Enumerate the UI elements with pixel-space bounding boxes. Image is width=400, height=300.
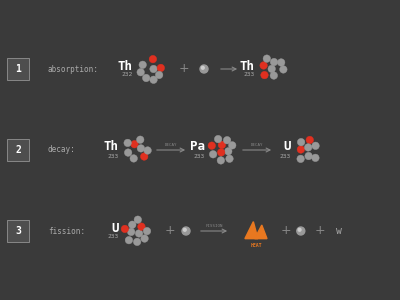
Circle shape — [149, 56, 157, 63]
Circle shape — [157, 64, 164, 72]
Circle shape — [223, 136, 231, 144]
Circle shape — [270, 72, 278, 79]
Circle shape — [142, 74, 150, 82]
Circle shape — [143, 227, 151, 235]
Circle shape — [125, 236, 133, 244]
Text: 232: 232 — [122, 73, 133, 77]
Circle shape — [297, 155, 304, 163]
Circle shape — [304, 144, 312, 151]
Circle shape — [218, 141, 226, 149]
Circle shape — [137, 145, 145, 152]
Text: +: + — [179, 62, 189, 76]
Circle shape — [297, 227, 305, 235]
Circle shape — [261, 71, 268, 79]
Circle shape — [138, 223, 145, 230]
Text: 233: 233 — [244, 73, 255, 77]
Text: HEAT: HEAT — [251, 243, 262, 248]
Circle shape — [209, 151, 217, 158]
Text: decay:: decay: — [48, 146, 76, 154]
FancyBboxPatch shape — [7, 58, 29, 80]
Circle shape — [144, 147, 151, 154]
Circle shape — [297, 138, 305, 146]
Circle shape — [217, 157, 225, 164]
Circle shape — [121, 225, 129, 233]
Circle shape — [312, 154, 319, 162]
Text: DECAY: DECAY — [165, 143, 177, 147]
Circle shape — [297, 146, 305, 153]
Text: +: + — [281, 224, 291, 238]
Circle shape — [134, 216, 142, 224]
Text: Th: Th — [240, 59, 255, 73]
Circle shape — [139, 61, 146, 69]
Circle shape — [298, 228, 301, 231]
Text: +: + — [315, 224, 325, 238]
Text: Th: Th — [118, 59, 133, 73]
Circle shape — [306, 136, 314, 144]
Text: 3: 3 — [15, 226, 21, 236]
Circle shape — [280, 66, 287, 73]
Circle shape — [214, 135, 222, 143]
Circle shape — [124, 149, 132, 156]
Circle shape — [150, 76, 157, 83]
Text: fission:: fission: — [48, 226, 85, 236]
Text: Pa: Pa — [190, 140, 205, 154]
Text: FISSION: FISSION — [205, 224, 223, 228]
FancyBboxPatch shape — [7, 139, 29, 161]
Circle shape — [135, 230, 143, 237]
Circle shape — [140, 153, 148, 160]
Circle shape — [182, 227, 190, 235]
Circle shape — [224, 148, 232, 155]
Text: 2: 2 — [15, 145, 21, 155]
Circle shape — [202, 66, 204, 69]
Circle shape — [270, 58, 278, 66]
Polygon shape — [255, 225, 267, 239]
Circle shape — [130, 155, 138, 162]
Circle shape — [141, 235, 148, 242]
Circle shape — [133, 238, 141, 246]
Circle shape — [128, 221, 136, 229]
Circle shape — [260, 62, 267, 69]
Text: DECAY: DECAY — [251, 143, 263, 147]
Text: w: w — [336, 226, 342, 236]
Circle shape — [312, 142, 319, 150]
Circle shape — [208, 142, 216, 149]
Text: U: U — [112, 221, 119, 235]
Circle shape — [155, 71, 163, 79]
Circle shape — [218, 148, 225, 156]
FancyBboxPatch shape — [7, 220, 29, 242]
Text: U: U — [284, 140, 291, 154]
Text: 233: 233 — [280, 154, 291, 158]
Text: 1: 1 — [15, 64, 21, 74]
Circle shape — [183, 228, 186, 231]
Circle shape — [305, 152, 312, 160]
Circle shape — [137, 68, 144, 76]
Circle shape — [268, 65, 276, 73]
Circle shape — [228, 142, 236, 149]
Text: 233: 233 — [108, 235, 119, 239]
Text: 233: 233 — [194, 154, 205, 158]
Circle shape — [278, 59, 285, 66]
Text: 233: 233 — [108, 154, 119, 158]
Circle shape — [131, 140, 138, 148]
Circle shape — [124, 139, 131, 147]
Text: +: + — [165, 224, 175, 238]
Text: absorption:: absorption: — [48, 64, 99, 74]
Circle shape — [263, 55, 270, 62]
Circle shape — [226, 155, 233, 163]
Polygon shape — [245, 222, 258, 239]
Circle shape — [128, 228, 135, 236]
Circle shape — [136, 136, 144, 143]
Text: Th: Th — [104, 140, 119, 154]
Circle shape — [150, 65, 157, 73]
Circle shape — [200, 65, 208, 73]
